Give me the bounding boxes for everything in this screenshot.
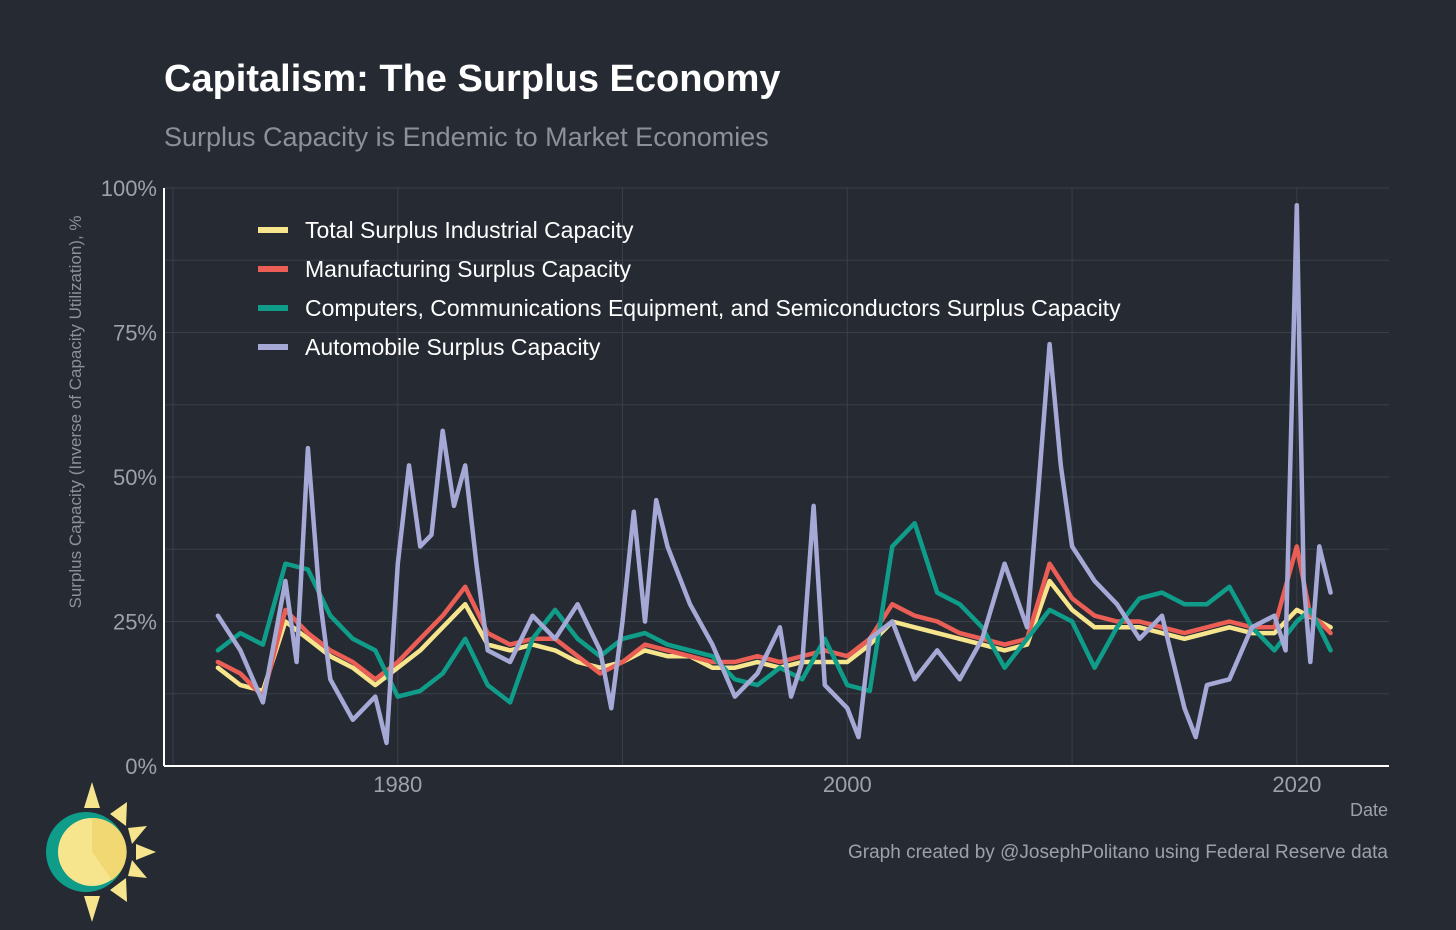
x-tick-label: 2000 — [823, 772, 872, 797]
legend-label-computers: Computers, Communications Equipment, and… — [305, 295, 1121, 321]
legend: Total Surplus Industrial Capacity Manufac… — [258, 217, 1121, 360]
sun-icon — [46, 782, 156, 922]
grid-lines — [164, 187, 1389, 766]
series-lines — [215, 203, 1333, 746]
x-axis-label: Date — [1349, 800, 1388, 820]
chart-subtitle: Surplus Capacity is Endemic to Market Ec… — [164, 122, 769, 152]
series-line-computers — [215, 520, 1333, 705]
series-line-manufacturing — [215, 544, 1333, 699]
x-tick-labels: 1980 2000 2020 — [373, 772, 1321, 797]
y-tick-label: 75% — [113, 321, 157, 346]
y-tick-label: 50% — [113, 465, 157, 490]
y-tick-label: 25% — [113, 610, 157, 635]
series-line-automobile — [215, 203, 1333, 746]
legend-label-automobile: Automobile Surplus Capacity — [305, 334, 601, 360]
legend-label-total: Total Surplus Industrial Capacity — [305, 217, 634, 243]
y-tick-labels: 0% 25% 50% 75% 100% — [101, 176, 157, 779]
y-tick-label: 100% — [101, 176, 157, 201]
source-caption: Graph created by @JosephPolitano using F… — [848, 842, 1388, 863]
axes — [163, 188, 1389, 767]
y-tick-label: 0% — [125, 754, 157, 779]
x-tick-label: 2020 — [1272, 772, 1321, 797]
x-tick-label: 1980 — [373, 772, 422, 797]
legend-label-manufacturing: Manufacturing Surplus Capacity — [305, 256, 631, 282]
chart-title: Capitalism: The Surplus Economy — [164, 58, 781, 100]
y-axis-label: Surplus Capacity (Inverse of Capacity Ut… — [66, 215, 85, 608]
